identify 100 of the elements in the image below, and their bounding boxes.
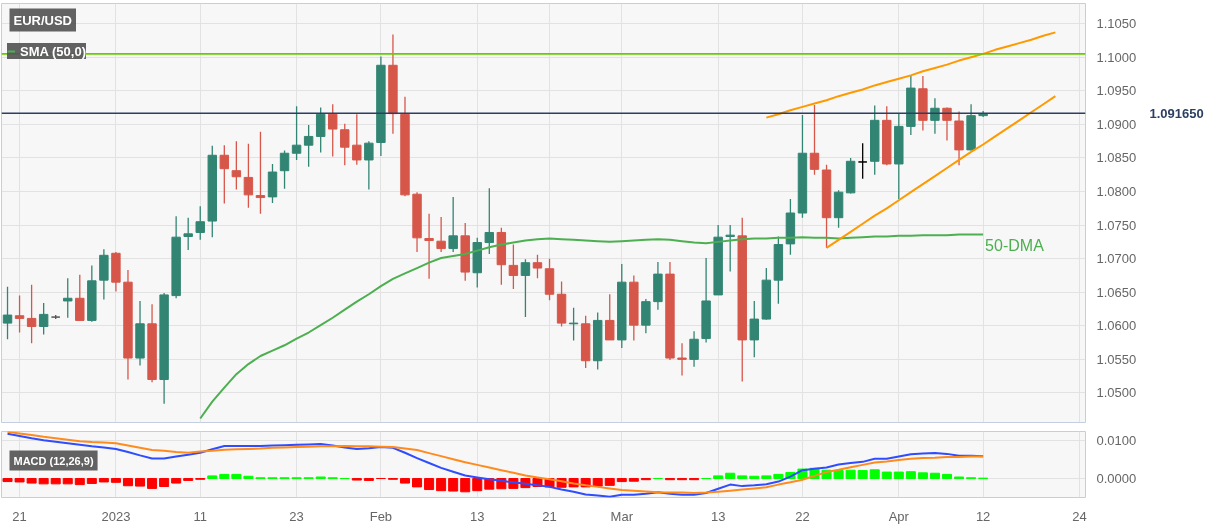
bar [207, 475, 218, 480]
candlestick [315, 106, 326, 154]
bar [74, 478, 85, 486]
y-tick-label: 1.0950 [1096, 83, 1137, 99]
candlestick [857, 142, 868, 180]
bar [448, 478, 459, 492]
candlestick [352, 113, 362, 166]
bar [616, 478, 627, 483]
candlestick [364, 140, 374, 191]
candlestick [219, 144, 230, 205]
bar [62, 478, 73, 485]
candlestick [2, 286, 13, 340]
candlestick [508, 243, 519, 290]
ref-line-label: 1.091650 [1149, 105, 1204, 121]
candlestick [231, 140, 242, 191]
candlestick [689, 330, 699, 368]
candlestick [484, 187, 495, 255]
bar [604, 478, 615, 486]
bar [917, 472, 928, 480]
bar [713, 475, 724, 480]
bar [86, 478, 97, 484]
bar [50, 478, 61, 485]
candlestick [183, 217, 193, 251]
bar [147, 478, 158, 489]
candlestick [255, 131, 266, 215]
bar [460, 478, 471, 493]
candlestick [75, 274, 85, 322]
x-tick-label: 13 [470, 508, 485, 524]
y-tick-label: 0.0000 [1096, 471, 1137, 487]
bar [905, 471, 916, 480]
bar [134, 478, 146, 487]
bar [219, 473, 230, 480]
candlestick [605, 293, 615, 341]
candlestick [340, 123, 350, 166]
bar [628, 478, 639, 482]
text: MACD (12,26,9) [13, 454, 94, 467]
bar [857, 470, 868, 480]
x-tick-label: 21 [542, 508, 557, 524]
candlestick [63, 277, 73, 319]
candlestick [328, 103, 338, 158]
candlestick [809, 104, 820, 176]
bar [725, 472, 736, 480]
x-tick-label: 2023 [101, 508, 131, 524]
bar [110, 478, 121, 483]
line-series [199, 233, 985, 420]
candlestick [568, 307, 579, 342]
bar [122, 478, 133, 487]
candlestick [677, 342, 687, 377]
candlestick [14, 294, 25, 334]
bar [424, 478, 435, 491]
bar [737, 475, 748, 480]
bar [761, 475, 772, 480]
candlestick [243, 143, 254, 209]
y-tick-label: 1.0650 [1096, 284, 1137, 300]
bar [412, 478, 423, 488]
y-tick-label: 1.0700 [1096, 251, 1137, 267]
candlestick [26, 284, 37, 344]
bar [98, 478, 109, 483]
bar [399, 478, 411, 484]
x-tick-label: 23 [289, 508, 304, 524]
x-tick-label: 13 [710, 508, 726, 524]
bar [436, 478, 447, 492]
y-tick-label: 1.0500 [1096, 385, 1137, 401]
y-tick-label: 1.0900 [1096, 116, 1137, 132]
text: EUR/USD [13, 12, 73, 28]
x-tick-label: 11 [193, 508, 207, 524]
bar [881, 471, 892, 480]
candlestick [38, 302, 49, 336]
candlestick [303, 124, 314, 168]
bar [749, 475, 760, 480]
candlestick [532, 253, 543, 279]
y-tick-label: 0.0100 [1096, 433, 1137, 449]
bar [159, 478, 170, 487]
bar [941, 473, 953, 480]
candlestick [195, 205, 205, 241]
y-tick-label: 1.0850 [1096, 150, 1137, 166]
x-tick-label: 21 [12, 508, 27, 524]
x-tick-label: 24 [1072, 508, 1087, 524]
bar [592, 478, 603, 487]
line-series [765, 31, 1057, 119]
y-tick-label: 1.1000 [1096, 49, 1137, 65]
y-tick-label: 1.0600 [1096, 318, 1137, 334]
bar [171, 478, 182, 484]
candlestick [279, 149, 290, 190]
bar [893, 471, 904, 480]
annotation: 50-DMA [985, 237, 1045, 255]
y-tick-label: 1.0750 [1096, 217, 1137, 233]
candlestick [436, 216, 446, 253]
x-tick-label: Mar [610, 508, 634, 524]
line-series [825, 95, 1057, 249]
y-tick-label: 1.0800 [1096, 184, 1137, 200]
candlestick [291, 105, 302, 161]
x-tick-label: 12 [975, 508, 991, 524]
x-tick-label: Apr [888, 508, 910, 524]
candlestick [725, 224, 735, 273]
bar [472, 478, 483, 492]
candlestick [641, 298, 651, 334]
legend-label: SMA (50,0) [20, 43, 86, 59]
bar [929, 472, 940, 480]
candlestick [424, 213, 434, 280]
